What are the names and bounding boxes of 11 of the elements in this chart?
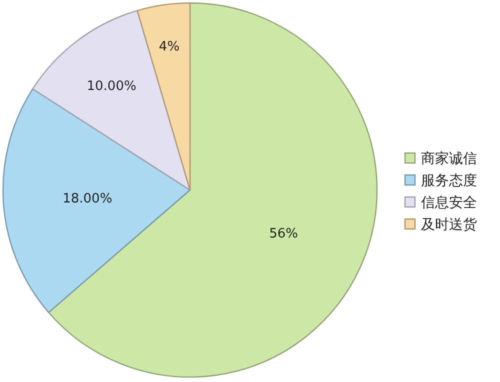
data-label: 4% — [158, 40, 180, 55]
data-label: 56% — [269, 226, 298, 242]
legend-label: 商家诚信 — [421, 151, 477, 167]
legend-label: 信息安全 — [421, 195, 477, 211]
data-label: 10.00% — [86, 79, 136, 94]
pie-slice — [32, 10, 191, 191]
pie-slice — [136, 2, 191, 191]
legend-label: 及时送货 — [421, 217, 477, 233]
legend-label: 服务态度 — [421, 173, 477, 189]
data-label: 18.00% — [62, 191, 112, 206]
pie-slice — [48, 2, 378, 378]
